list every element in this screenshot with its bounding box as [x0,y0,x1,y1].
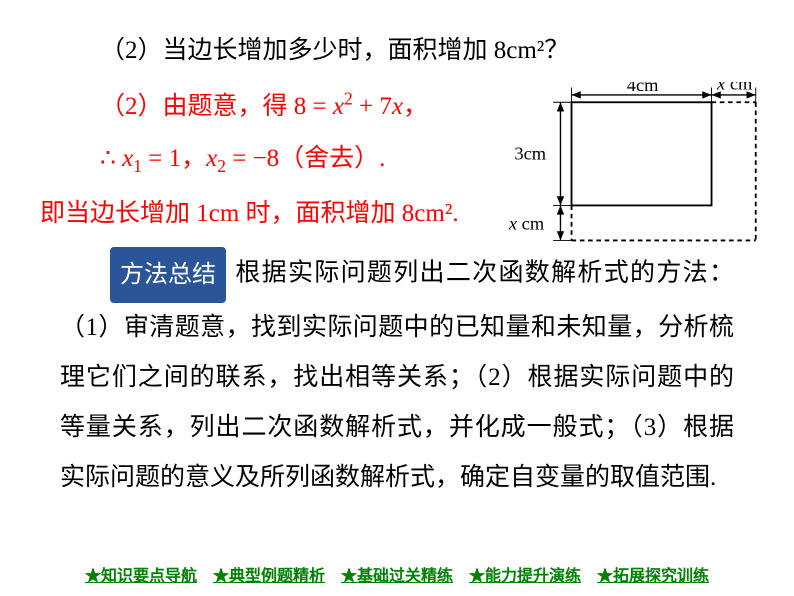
label-4cm: 4cm [627,82,659,95]
footer-nav: ★知识要点导航 ★典型例题精析 ★基础过关精练 ★能力提升演练 ★拓展探究训练 [0,562,794,586]
label-xcm-left: x cm [508,213,545,233]
question-text: （2）当边长增加多少时，面积增加 8cm²？ [100,30,734,66]
summary-badge: 方法总结 [110,247,226,303]
method-summary: 方法总结根据实际问题列出二次函数解析式的方法：（1）审清题意，找到实际问题中的已… [60,247,734,503]
label-3cm: 3cm [514,143,546,163]
label-xcm-top: x cm [716,82,753,93]
nav-link-1[interactable]: ★知识要点导航 [85,568,197,585]
nav-link-2[interactable]: ★典型例题精析 [213,568,325,585]
nav-link-5[interactable]: ★拓展探究训练 [597,568,709,585]
nav-link-4[interactable]: ★能力提升演练 [469,568,581,585]
rectangle-diagram: 4cm x cm 3cm x cm [496,82,776,257]
nav-link-3[interactable]: ★基础过关精练 [341,568,453,585]
